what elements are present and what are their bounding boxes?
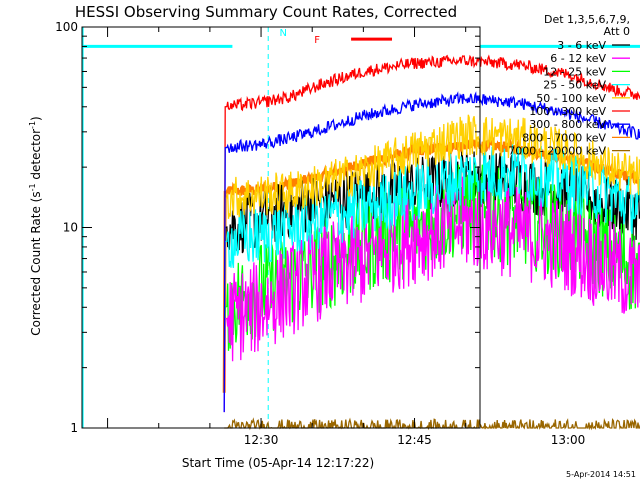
series-line (223, 114, 640, 393)
series-line (223, 143, 640, 393)
legend-label: 3 - 6 keV (557, 39, 606, 52)
x-tick-label: 13:00 (551, 433, 586, 447)
timestamp: 5-Apr-2014 14:51 (566, 470, 636, 479)
annotation-label: F (314, 35, 320, 46)
x-tick-label: 12:30 (244, 433, 279, 447)
legend-header: Att 0 (604, 25, 630, 38)
y-tick-label: 1 (70, 421, 78, 435)
series-line (223, 91, 640, 413)
annotation-label: N (279, 28, 286, 39)
y-axis-label-sup: -1 (28, 121, 37, 129)
y-axis-title: Corrected Count Rate (s-1 detector-1) (28, 116, 43, 335)
series-line (223, 176, 640, 413)
y-tick-label: 100 (55, 20, 78, 34)
legend-label: 50 - 100 keV (536, 92, 606, 105)
y-axis-label-part: detector (29, 129, 43, 184)
legend-label: 100 - 300 keV (529, 105, 606, 118)
legend-label: 6 - 12 keV (550, 52, 606, 65)
y-axis-label-part: Corrected Count Rate (s (29, 191, 43, 335)
chart-title: HESSI Observing Summary Count Rates, Cor… (75, 3, 457, 21)
series-line (223, 164, 640, 393)
legend-label: 300 - 800 keV (529, 118, 606, 131)
series-line (224, 417, 640, 431)
x-axis-title: Start Time (05-Apr-14 12:17:22) (182, 456, 374, 470)
legend-label: 7000 - 20000 keV (508, 145, 606, 158)
legend-label: 800 - 7000 keV (522, 131, 606, 144)
svg-text:Corrected Count Rate (s-1 dete: Corrected Count Rate (s-1 detector-1) (28, 116, 43, 335)
legend-header: Det 1,3,5,6,7,9, (544, 13, 630, 26)
y-axis-label-part: ) (29, 116, 43, 121)
y-tick-label: 10 (63, 221, 78, 235)
series-line (223, 54, 640, 393)
x-tick-label: 12:45 (397, 433, 432, 447)
y-axis-label-sup: -1 (28, 183, 37, 191)
legend-label: 12 - 25 keV (543, 65, 606, 78)
legend-label: 25 - 50 keV (543, 79, 606, 92)
